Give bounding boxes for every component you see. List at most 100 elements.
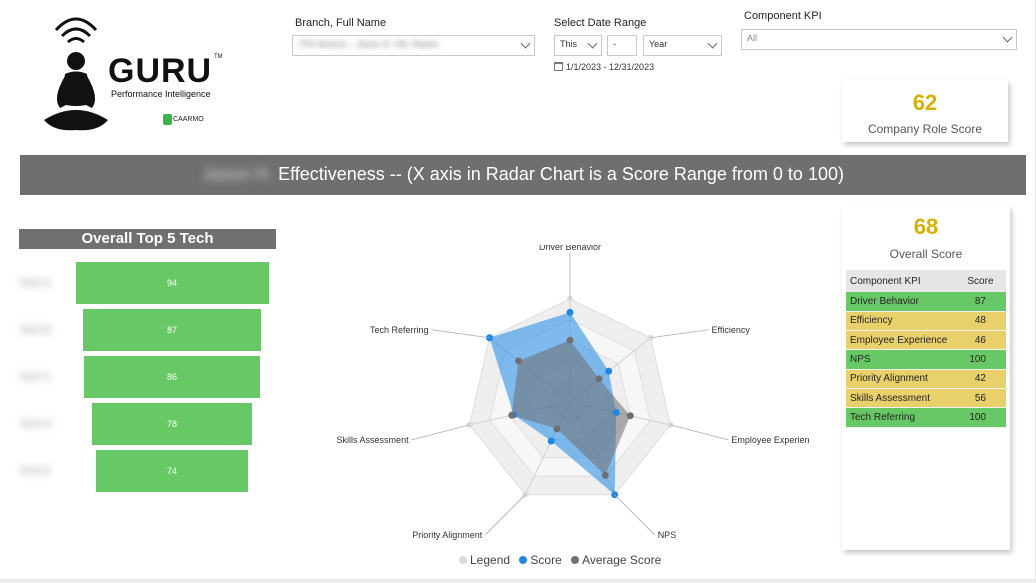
table-row[interactable]: Efficiency 48 — [846, 311, 1006, 332]
legend-dot-icon — [519, 556, 528, 564]
legend-label: Average Score — [582, 553, 662, 567]
kpi-filter-value: All — [747, 33, 758, 43]
date-count-value: - — [613, 39, 616, 49]
kpi-filter-label: Component KPI — [744, 10, 822, 22]
company-role-score-card: 62 Company Role Score — [842, 80, 1008, 142]
kpi-table-body: Driver Behavior 87 Efficiency 48 Employee Ex… — [846, 292, 1006, 428]
radar-data-point — [566, 336, 574, 344]
table-cell-score: 100 — [961, 407, 1006, 428]
calendar-icon — [554, 62, 563, 71]
top5-tech-name: Tech A — [20, 278, 51, 289]
table-cell-score: 48 — [961, 311, 1006, 332]
date-mode-dropdown[interactable]: This — [554, 35, 602, 56]
radar-series-area — [511, 340, 631, 476]
radar-category-label: Employee Experience — [731, 435, 810, 445]
legend-item-legend: Legend — [459, 553, 513, 567]
table-row[interactable]: Skills Assessment 56 — [846, 388, 1006, 409]
table-row[interactable]: Priority Alignment 42 — [846, 369, 1006, 389]
table-header-row: Component KPI Score — [846, 270, 1006, 292]
top5-bar[interactable]: 87 — [82, 309, 262, 351]
radar-chart: Driver Behavior Efficiency Employee Experi… — [337, 245, 810, 540]
banner-person-name: Jason H. — [202, 164, 274, 184]
radar-data-point — [553, 425, 561, 433]
radar-label-leader — [411, 424, 470, 441]
top5-title: Overall Top 5 Tech — [19, 229, 276, 249]
legend-label: Score — [530, 553, 562, 567]
radar-category-label: NPS — [658, 530, 677, 540]
radar-category-label: Efficiency — [712, 325, 751, 335]
radar-category-label: Skills Assessment — [337, 435, 410, 445]
table-cell-kpi: Driver Behavior — [846, 292, 962, 312]
date-range-readout: 1/1/2023 - 12/31/2023 — [554, 62, 654, 72]
table-cell-score: 56 — [961, 388, 1006, 409]
company-role-score-label: Company Role Score — [867, 122, 983, 136]
table-cell-score: 100 — [961, 349, 1006, 370]
legend-item-average: Average Score — [571, 553, 664, 567]
date-mode-value: This — [560, 39, 578, 49]
date-unit-dropdown[interactable]: Year — [643, 35, 722, 56]
legend-label: Legend — [470, 553, 511, 567]
table-header-score[interactable]: Score — [961, 270, 1006, 292]
date-filter-label: Select Date Range — [554, 17, 647, 29]
top5-bar[interactable]: 74 — [96, 450, 248, 492]
table-cell-kpi: NPS — [846, 349, 962, 370]
radar-category-label: Priority Alignment — [412, 530, 483, 540]
date-range-text: 1/1/2023 - 12/31/2023 — [566, 62, 655, 72]
top5-bar[interactable]: 78 — [91, 403, 253, 445]
date-count-input[interactable]: - — [607, 35, 637, 56]
radar-category-label: Tech Referring — [370, 325, 429, 335]
top5-tech-name: Tech C — [20, 372, 52, 383]
radar-label-leader — [431, 329, 490, 339]
table-cell-kpi: Tech Referring — [846, 407, 962, 428]
radar-data-point — [601, 471, 609, 479]
top5-tech-name: Tech D — [20, 419, 52, 430]
page-title: Jason H. Effectiveness -- (X axis in Rad… — [20, 164, 1026, 185]
page-title-banner: Jason H. Effectiveness -- (X axis in Rad… — [20, 155, 1026, 195]
top5-tech-name: Tech B — [20, 325, 51, 336]
radar-data-point — [605, 367, 613, 375]
radar-legend: Legend Score Average Score — [459, 553, 667, 567]
radar-data-point — [485, 334, 493, 342]
table-cell-kpi: Employee Experience — [846, 330, 962, 351]
table-header-kpi[interactable]: Component KPI — [846, 270, 962, 292]
table-cell-kpi: Priority Alignment — [846, 369, 962, 389]
radar-label-leader — [485, 494, 526, 536]
radar-data-point — [514, 357, 522, 365]
radar-data-point — [547, 437, 555, 445]
table-row[interactable]: Tech Referring 100 — [846, 407, 1006, 428]
table-row[interactable]: NPS 100 — [846, 349, 1006, 370]
logo-subtitle: Performance Intelligence — [111, 89, 211, 99]
radar-data-point — [626, 412, 634, 420]
legend-item-score: Score — [519, 553, 564, 567]
kpi-score-table: Component KPI Score Driver Behavior 87 Eff… — [846, 270, 1006, 428]
table-cell-kpi: Efficiency — [846, 311, 962, 332]
table-row[interactable]: Driver Behavior 87 — [846, 292, 1006, 312]
caarmo-icon — [163, 114, 172, 125]
radar-label-leader — [650, 329, 709, 339]
table-row[interactable]: Employee Experience 46 — [846, 330, 1006, 351]
branch-filter-value: TSS Branch – Jason D. Hill, Rasha — [298, 39, 439, 49]
radar-data-point — [566, 308, 574, 316]
radar-category-label: Driver Behavior — [539, 245, 601, 252]
table-cell-score: 42 — [961, 369, 1006, 389]
radar-data-point — [508, 411, 516, 419]
top5-tech-name: Tech E — [20, 466, 51, 477]
radar-label-leader — [614, 494, 655, 536]
radar-data-point — [595, 375, 603, 383]
logo-brand: CAARMO — [173, 116, 204, 123]
logo-trademark: TM — [214, 54, 223, 60]
chevron-down-icon — [1002, 32, 1013, 43]
branch-filter-dropdown[interactable]: TSS Branch – Jason D. Hill, Rasha — [292, 35, 535, 56]
company-role-score-value: 62 — [912, 90, 938, 115]
logo-wordmark: GURU — [108, 52, 213, 90]
table-cell-kpi: Skills Assessment — [846, 388, 962, 409]
top5-bar[interactable]: 86 — [83, 356, 261, 398]
banner-title-text: Effectiveness -- (X axis in Radar Chart … — [278, 164, 844, 184]
chevron-down-icon — [520, 38, 531, 49]
kpi-filter-dropdown[interactable]: All — [741, 29, 1017, 50]
branch-filter-label: Branch, Full Name — [295, 17, 387, 29]
meditating-person-icon — [44, 17, 108, 131]
radar-label-leader — [670, 424, 729, 441]
top5-bar[interactable]: 94 — [75, 262, 269, 304]
radar-data-point — [612, 409, 620, 417]
